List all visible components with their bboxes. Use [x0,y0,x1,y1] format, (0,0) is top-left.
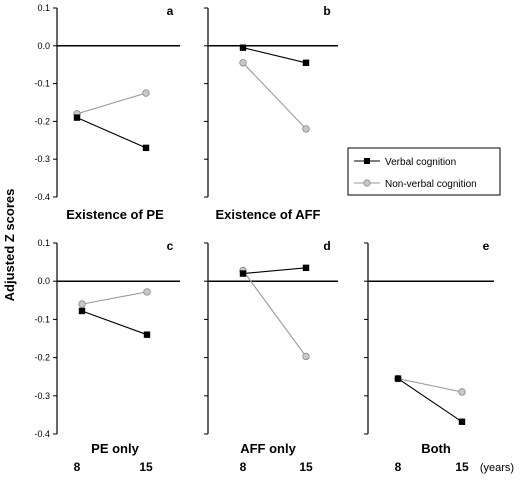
panel-e-verbal-point-8 [394,375,402,382]
panel-c-verbal-point-15 [143,331,151,338]
y-axis-label: Adjusted Z scores [2,189,17,302]
panel-e-verbal-line [397,378,463,423]
panel-a-nonverbal-point-15 [142,89,150,97]
x-tick-8: 8 [240,460,247,474]
panel-d-nonverbal-point-15 [302,352,310,361]
panel-c-nonverbal-line [81,291,148,305]
panel-e-nonverbal-line [397,378,463,393]
panel-a-y-tick-label: 0.1 [37,3,50,13]
panel-a-title: Existence of PE [66,207,164,222]
panel-d-verbal-point-8 [239,270,247,277]
panel-b-title: Existence of AFF [216,207,321,222]
panel-c-y-tick-label: -0.4 [34,429,50,439]
legend-nonverbal-marker [363,179,371,187]
panel-c-y-tick-label: -0.2 [34,353,50,363]
panel-c-title: PE only [91,441,139,456]
panel-a-verbal-point-8 [73,114,81,121]
panel-c-y-tick-label: -0.1 [34,314,50,324]
panel-b-verbal-point-8 [239,44,247,51]
panel-a-verbal-point-15 [142,144,150,152]
panel-c-letter: c [167,239,174,253]
panel-a-y-tick-label: -0.2 [34,116,50,126]
panel-a-y-tick-label: -0.4 [34,192,50,202]
panel-b-verbal-point-15 [302,59,310,67]
panel-d-verbal-line [242,267,307,275]
panel-c-nonverbal-point-15 [143,288,151,296]
x-unit-label: (years) [480,462,514,474]
x-tick-8: 8 [74,460,81,474]
panel-b-letter: b [323,4,330,18]
panel-d-letter: d [323,239,330,253]
panel-c-verbal-line [81,310,148,336]
panel-e-letter: e [483,239,490,253]
panel-a-y-tick-label: -0.1 [34,79,50,89]
legend-box [347,147,501,196]
panel-e-title: Both [421,441,451,456]
panel-c-y-tick-label: 0.1 [37,238,50,248]
panel-a-y-tick-label: -0.3 [34,154,50,164]
legend-verbal-label: Verbal cognition [385,157,456,168]
x-tick-15: 15 [455,460,469,474]
panel-c-y-tick-label: 0.0 [37,276,50,286]
x-tick-8: 8 [395,460,402,474]
x-tick-15: 15 [299,460,313,474]
panel-d-nonverbal-line [242,270,307,357]
panel-e-nonverbal-point-15 [458,388,466,396]
panel-b-verbal-line [242,47,307,64]
panel-c-y-tick-label: -0.3 [34,391,50,401]
panel-a-letter: a [167,4,174,18]
panel-b-nonverbal-line [242,62,307,130]
legend-verbal-marker [364,158,370,164]
x-tick-15: 15 [139,460,153,474]
panel-a-nonverbal-line [76,92,147,115]
panel-b-nonverbal-point-8 [239,59,247,67]
legend: Verbal cognition Non-verbal cognition [347,147,501,196]
panel-a-y-tick-label: 0.0 [37,41,50,51]
panel-c-verbal-point-8 [78,307,86,315]
panel-c-nonverbal-point-8 [78,300,86,308]
panel-b-nonverbal-point-15 [302,125,310,133]
panel-d-title: AFF only [240,441,296,456]
panel-e-verbal-point-15 [458,418,466,425]
panel-d-verbal-point-15 [302,264,310,272]
panel-a-verbal-line [76,117,147,149]
legend-nonverbal-label: Non-verbal cognition [385,179,477,190]
